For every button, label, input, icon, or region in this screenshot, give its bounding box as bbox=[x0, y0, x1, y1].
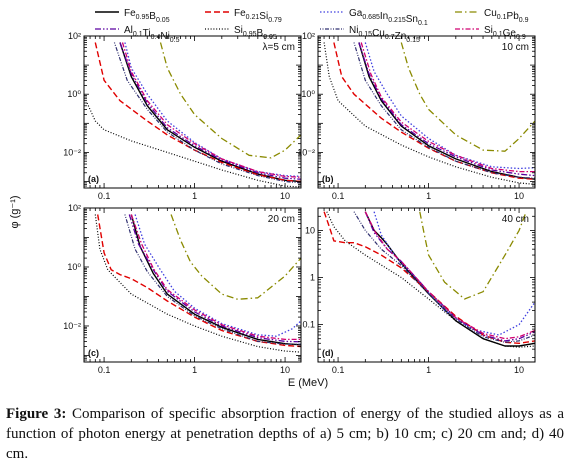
panel-c: 0.1 1 10 10² 10⁰ 10⁻² (c) 20 cm bbox=[63, 203, 302, 375]
legend: Fe0.95B0.05 Fe0.21Si0.79 Ga0.685In0.215Sn0… bbox=[95, 8, 529, 44]
legend-label-NiCuZn: Ni0.15Cu0.7Zn0.15 bbox=[349, 25, 420, 44]
series-line-GaInSn bbox=[134, 214, 301, 337]
series-line-SiB bbox=[323, 42, 535, 185]
legend-item-FeSi: Fe0.21Si0.79 bbox=[205, 8, 282, 24]
series-line-SiGe bbox=[130, 214, 301, 341]
legend-label-GaInSn: Ga0.685In0.215Sn0.1 bbox=[349, 8, 428, 27]
series-line-AlTiNi bbox=[364, 211, 535, 342]
figure-caption-label: Figure 3: bbox=[6, 406, 67, 422]
series-line-AlTiNi bbox=[128, 214, 301, 343]
x-tick-label: 0.1 bbox=[98, 191, 111, 201]
y-tick-label: 10⁰ bbox=[67, 262, 81, 272]
panel-tag: (c) bbox=[88, 348, 99, 358]
series-line-FeSi bbox=[97, 214, 301, 348]
plot-frame bbox=[317, 207, 536, 363]
x-tick-label: 10 bbox=[280, 365, 290, 375]
legend-label-CuPb: Cu0.1Pb0.9 bbox=[484, 8, 529, 24]
chart-panels: 0.1 1 10 10² 10⁰ 10⁻² (a) λ=5 cm 0.1 1 10 10² 10⁰ 10⁻… bbox=[63, 31, 536, 375]
y-tick-label: 10⁻² bbox=[63, 147, 81, 157]
series-line-NiCuZn bbox=[124, 214, 301, 345]
series-line-FeSi bbox=[323, 211, 535, 344]
panel-a: 0.1 1 10 10² 10⁰ 10⁻² (a) λ=5 cm bbox=[63, 31, 302, 201]
panel-tag: (b) bbox=[322, 174, 334, 184]
depth-label: 40 cm bbox=[502, 214, 529, 225]
series-line-AlTiNi bbox=[358, 42, 535, 177]
y-tick-label: 10⁻² bbox=[63, 321, 81, 331]
legend-item-NiCuZn: Ni0.15Cu0.7Zn0.15 bbox=[320, 25, 420, 44]
series-line-SiB bbox=[94, 214, 301, 353]
legend-item-SiB: Si0.95B0.05 bbox=[205, 25, 277, 41]
series-line-CuPb bbox=[159, 42, 301, 159]
plot-frame bbox=[83, 35, 302, 189]
x-tick-label: 1 bbox=[426, 365, 431, 375]
x-tick-label: 0.1 bbox=[332, 365, 345, 375]
series-group bbox=[323, 211, 535, 348]
legend-label-SiGe: Si0.1Ge0.9 bbox=[484, 25, 526, 41]
legend-label-AlTiNi: Al0.1Ti0.4Ni0.5 bbox=[124, 25, 180, 44]
legend-item-CuPb: Cu0.1Pb0.9 bbox=[455, 8, 529, 24]
series-line-CuPb bbox=[400, 42, 535, 152]
legend-label-FeSi: Fe0.21Si0.79 bbox=[234, 8, 282, 24]
x-tick-label: 0.1 bbox=[98, 365, 111, 375]
legend-item-FeB: Fe0.95B0.05 bbox=[95, 8, 170, 24]
series-line-CuPb bbox=[170, 214, 301, 300]
series-line-NiCuZn bbox=[353, 42, 535, 179]
x-tick-label: 10 bbox=[514, 365, 524, 375]
series-line-SiGe bbox=[121, 42, 301, 178]
series-group bbox=[94, 214, 301, 353]
x-tick-label: 10 bbox=[514, 191, 524, 201]
legend-label-SiB: Si0.95B0.05 bbox=[234, 25, 277, 41]
x-tick-label: 1 bbox=[426, 191, 431, 201]
series-line-CuPb bbox=[419, 211, 527, 300]
series-line-GaInSn bbox=[373, 211, 535, 336]
series-line-SiB bbox=[326, 211, 535, 348]
legend-label-FeB: Fe0.95B0.05 bbox=[124, 8, 170, 24]
y-tick-label: 1 bbox=[310, 273, 315, 283]
legend-item-GaInSn: Ga0.685In0.215Sn0.1 bbox=[320, 8, 428, 27]
x-tick-label: 0.1 bbox=[332, 191, 345, 201]
series-line-AlTiNi bbox=[119, 42, 301, 180]
series-line-GaInSn bbox=[124, 42, 301, 178]
series-group bbox=[86, 42, 301, 188]
series-line-FeB bbox=[119, 42, 301, 183]
series-line-FeB bbox=[364, 211, 535, 347]
y-tick-label: 10⁻² bbox=[297, 147, 315, 157]
legend-item-SiGe: Si0.1Ge0.9 bbox=[455, 25, 526, 41]
series-line-FeB bbox=[130, 214, 301, 346]
depth-label: 20 cm bbox=[268, 214, 295, 225]
series-line-SiGe bbox=[364, 211, 535, 340]
plot-frame bbox=[317, 35, 536, 189]
x-axis-title: E (MeV) bbox=[288, 377, 328, 389]
series-group bbox=[323, 42, 535, 185]
series-line-SiB bbox=[86, 102, 301, 188]
y-tick-label: 10 bbox=[305, 225, 315, 235]
figure-caption: Figure 3: Comparison of specific absorpt… bbox=[6, 404, 564, 464]
series-line-FeB bbox=[358, 42, 535, 180]
series-line-GaInSn bbox=[364, 42, 535, 170]
y-tick-label: 10² bbox=[68, 203, 81, 213]
x-tick-label: 1 bbox=[192, 365, 197, 375]
y-tick-label: 0.1 bbox=[302, 320, 315, 330]
y-tick-label: 10⁰ bbox=[67, 89, 81, 99]
panel-b: 0.1 1 10 10² 10⁰ 10⁻² (b) 10 cm bbox=[297, 31, 536, 201]
depth-label: 10 cm bbox=[502, 42, 529, 53]
series-line-FeSi bbox=[94, 42, 301, 183]
series-line-SiGe bbox=[360, 42, 535, 173]
series-line-NiCuZn bbox=[353, 211, 535, 343]
y-tick-label: 10⁰ bbox=[301, 89, 315, 99]
depth-label: λ=5 cm bbox=[262, 42, 295, 53]
figure-canvas: Fe0.95B0.05 Fe0.21Si0.79 Ga0.685In0.215Sn0… bbox=[9, 8, 536, 389]
y-axis-title: φ (g⁻¹) bbox=[9, 195, 21, 228]
series-line-NiCuZn bbox=[113, 42, 301, 184]
legend-item-AlTiNi: Al0.1Ti0.4Ni0.5 bbox=[95, 25, 180, 44]
figure-caption-text: Comparison of specific absorption fracti… bbox=[6, 406, 565, 462]
x-tick-label: 10 bbox=[280, 191, 290, 201]
plot-frame bbox=[83, 207, 302, 363]
panel-tag: (d) bbox=[322, 348, 334, 358]
y-tick-label: 10² bbox=[68, 31, 81, 41]
y-tick-label: 10² bbox=[302, 31, 315, 41]
x-tick-label: 1 bbox=[192, 191, 197, 201]
panel-d: 0.1 1 10 10 1 0.1 (d) 40 cm bbox=[302, 207, 536, 375]
panel-tag: (a) bbox=[88, 174, 99, 184]
